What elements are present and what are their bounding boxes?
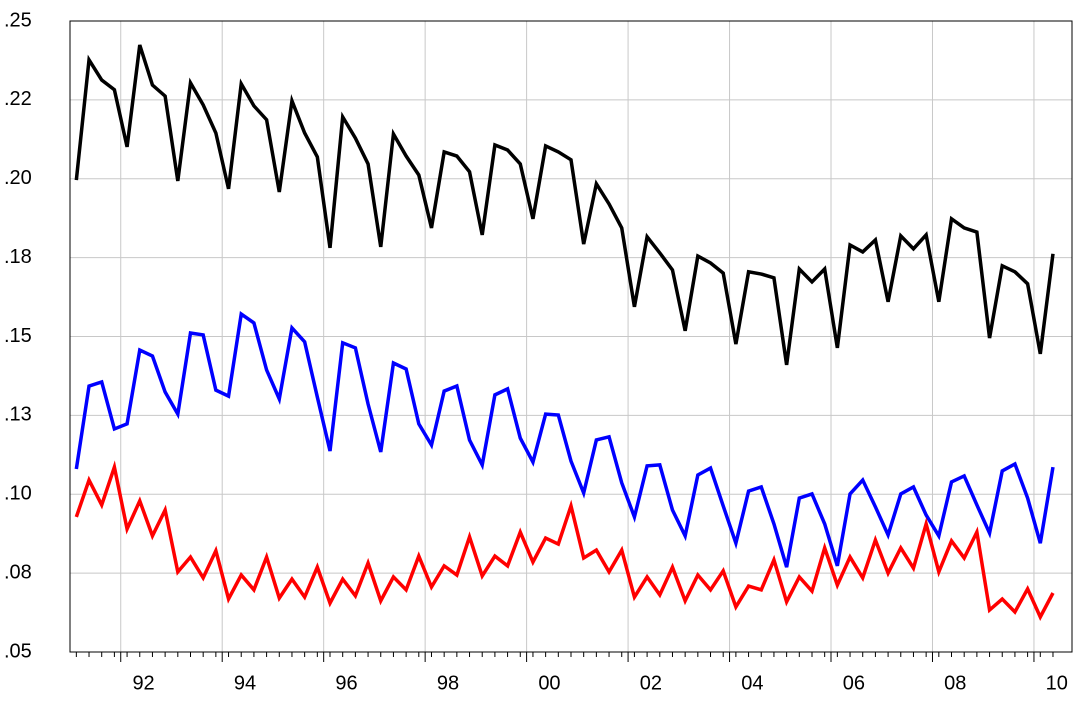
y-tick-label: .25 (4, 9, 32, 31)
y-tick-label: .18 (4, 246, 32, 268)
y-tick-label: .05 (4, 640, 32, 662)
y-tick-label: .15 (4, 325, 32, 347)
x-tick-label: 02 (640, 672, 662, 694)
x-tick-label: 08 (944, 672, 966, 694)
series-line (74, 44, 1055, 366)
series-line (74, 460, 1055, 621)
series-line (74, 311, 1055, 568)
plot-frame (69, 20, 1073, 653)
x-tick-label: 06 (843, 672, 865, 694)
x-tick-label: 00 (538, 672, 560, 694)
x-tick-label: 10 (1046, 672, 1068, 694)
y-tick-label: .22 (4, 88, 32, 110)
y-tick-label: .20 (4, 167, 32, 189)
x-tick-label: 98 (437, 672, 459, 694)
x-tick-label: 96 (335, 672, 357, 694)
y-tick-label: .13 (4, 404, 32, 426)
x-tick-label: 94 (234, 672, 256, 694)
y-tick-label: .08 (4, 561, 32, 583)
x-tick-label: 04 (741, 672, 763, 694)
y-tick-label: .10 (4, 483, 32, 505)
x-tick-label: 92 (132, 672, 154, 694)
